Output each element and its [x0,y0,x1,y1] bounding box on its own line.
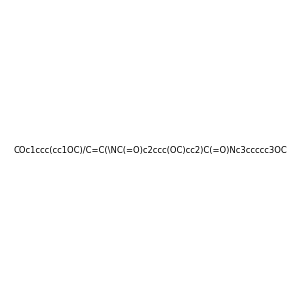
Text: COc1ccc(cc1OC)/C=C(\NC(=O)c2ccc(OC)cc2)C(=O)Nc3ccccc3OC: COc1ccc(cc1OC)/C=C(\NC(=O)c2ccc(OC)cc2)C… [13,146,287,154]
